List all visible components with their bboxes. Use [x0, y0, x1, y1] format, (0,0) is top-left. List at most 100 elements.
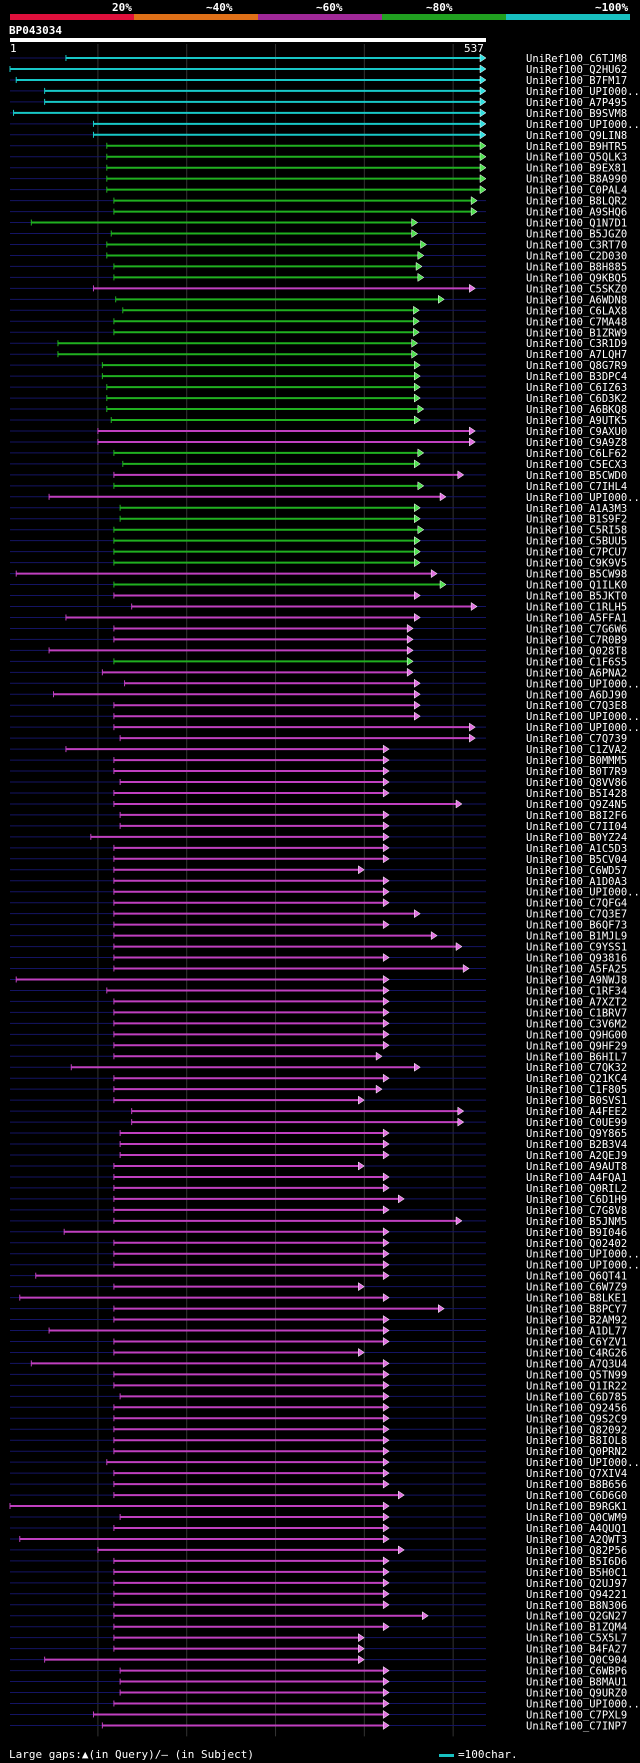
hit-label[interactable]: UniRef100_C7PCU7 [526, 547, 627, 559]
hit-label[interactable]: UniRef100_C6YZV1 [526, 1336, 627, 1348]
hit-row[interactable]: UniRef100_A6BKQ8 [10, 404, 627, 416]
hit-label[interactable]: UniRef100_C0UE99 [526, 1117, 627, 1129]
hit-row[interactable]: UniRef100_Q9URZ0 [10, 1688, 627, 1700]
hit-row[interactable]: UniRef100_B5JGZ0 [10, 229, 627, 241]
hit-label[interactable]: UniRef100_UPI000.. [526, 711, 640, 723]
hit-row[interactable]: UniRef100_B4FA27 [10, 1644, 627, 1656]
hit-row[interactable]: UniRef100_C7G6W6 [10, 623, 627, 635]
hit-label[interactable]: UniRef100_C7IHL4 [526, 481, 627, 493]
hit-row[interactable]: UniRef100_C1RF34 [10, 985, 627, 997]
hit-label[interactable]: UniRef100_C7R0B9 [526, 634, 627, 646]
hit-row[interactable]: UniRef100_UPI000.. [10, 86, 640, 98]
hit-label[interactable]: UniRef100_Q8VV86 [526, 777, 627, 789]
hit-row[interactable]: UniRef100_Q1IR22 [10, 1380, 627, 1392]
hit-row[interactable]: UniRef100_C7INP7 [10, 1720, 627, 1732]
hit-label[interactable]: UniRef100_A9NWJ8 [526, 974, 627, 986]
hit-label[interactable]: UniRef100_C7QK32 [526, 1062, 627, 1074]
hit-row[interactable]: UniRef100_C0UE99 [10, 1117, 627, 1129]
hit-label[interactable]: UniRef100_B8I2F6 [526, 810, 627, 822]
hit-label[interactable]: UniRef100_B5CWD0 [526, 470, 627, 482]
hit-row[interactable]: UniRef100_UPI000.. [10, 492, 640, 504]
hit-label[interactable]: UniRef100_A6PNA2 [526, 667, 627, 679]
hit-row[interactable]: UniRef100_Q1ILK0 [10, 580, 627, 592]
hit-label[interactable]: UniRef100_Q9Y865 [526, 1128, 627, 1140]
hit-label[interactable]: UniRef100_B1S9F2 [526, 514, 627, 526]
hit-row[interactable]: UniRef100_C5X5L7 [10, 1633, 627, 1645]
hit-row[interactable]: UniRef100_B0MMM5 [10, 755, 627, 767]
hit-row[interactable]: UniRef100_C9A9Z8 [10, 437, 627, 449]
hit-label[interactable]: UniRef100_Q82P56 [526, 1545, 627, 1557]
hit-row[interactable]: UniRef100_C5SKZ0 [10, 283, 627, 295]
hit-row[interactable]: UniRef100_B5JKT0 [10, 591, 627, 603]
hit-row[interactable]: UniRef100_UPI000.. [10, 722, 640, 734]
hit-label[interactable]: UniRef100_C1ZVA2 [526, 744, 627, 756]
hit-row[interactable]: UniRef100_B6QF73 [10, 920, 627, 932]
hit-label[interactable]: UniRef100_UPI000.. [526, 119, 640, 131]
hit-row[interactable]: UniRef100_Q6QT41 [10, 1271, 627, 1283]
hit-label[interactable]: UniRef100_C9AXU0 [526, 426, 627, 438]
hit-row[interactable]: UniRef100_C5BUU5 [10, 536, 627, 548]
hit-label[interactable]: UniRef100_B0SVS1 [526, 1095, 627, 1107]
hit-label[interactable]: UniRef100_UPI000.. [526, 678, 640, 690]
hit-row[interactable]: UniRef100_B0YZ24 [10, 832, 627, 844]
hit-label[interactable]: UniRef100_Q9KBQ5 [526, 272, 627, 284]
hit-row[interactable]: UniRef100_C3V6M2 [10, 1018, 627, 1030]
hit-row[interactable]: UniRef100_C6TJM8 [10, 53, 627, 65]
hit-label[interactable]: UniRef100_Q7XIV4 [526, 1468, 627, 1480]
hit-row[interactable]: UniRef100_B9RGK1 [9, 1501, 627, 1513]
hit-label[interactable]: UniRef100_C6TJM8 [526, 53, 627, 65]
hit-row[interactable]: UniRef100_Q9Z4N5 [10, 799, 627, 811]
hit-row[interactable]: UniRef100_C6D785 [10, 1391, 627, 1403]
hit-label[interactable]: UniRef100_C6D1H9 [526, 1194, 627, 1206]
hit-label[interactable]: UniRef100_C6IZ63 [526, 382, 627, 394]
hit-row[interactable]: UniRef100_C6IZ63 [10, 382, 627, 394]
hit-row[interactable]: UniRef100_C0PAL4 [10, 185, 627, 197]
hit-row[interactable]: UniRef100_B5I428 [10, 788, 627, 800]
hit-label[interactable]: UniRef100_UPI000.. [526, 722, 640, 734]
hit-row[interactable]: UniRef100_A2QEJ9 [10, 1150, 627, 1162]
hit-label[interactable]: UniRef100_Q6QT41 [526, 1271, 627, 1283]
hit-label[interactable]: UniRef100_B5I428 [526, 788, 627, 800]
hit-row[interactable]: UniRef100_C7QK32 [10, 1062, 627, 1074]
hit-row[interactable]: UniRef100_A9NWJ8 [10, 974, 627, 986]
hit-label[interactable]: UniRef100_A7P495 [526, 97, 627, 109]
hit-row[interactable]: UniRef100_C7MA48 [10, 316, 627, 328]
hit-row[interactable]: UniRef100_C6W7Z9 [10, 1282, 627, 1294]
hit-row[interactable]: UniRef100_B8B656 [10, 1479, 627, 1491]
hit-label[interactable]: UniRef100_B9I046 [526, 1227, 627, 1239]
hit-row[interactable]: UniRef100_C3R1D9 [10, 338, 627, 350]
hit-label[interactable]: UniRef100_B8B656 [526, 1479, 627, 1491]
hit-label[interactable]: UniRef100_B1ZRW9 [526, 327, 627, 339]
hit-row[interactable]: UniRef100_C9YSS1 [10, 942, 627, 954]
hit-row[interactable]: UniRef100_Q5QLK3 [10, 152, 627, 164]
hit-row[interactable]: UniRef100_A9AUT8 [10, 1161, 627, 1173]
hit-label[interactable]: UniRef100_B9EX81 [526, 163, 627, 175]
hit-label[interactable]: UniRef100_B1ZQM4 [526, 1622, 627, 1634]
hit-label[interactable]: UniRef100_A7LQH7 [526, 349, 627, 361]
hit-label[interactable]: UniRef100_B8LKE1 [526, 1293, 627, 1305]
hit-row[interactable]: UniRef100_Q0PRN2 [10, 1446, 627, 1458]
hit-row[interactable]: UniRef100_UPI000.. [10, 1699, 640, 1711]
hit-label[interactable]: UniRef100_A2QEJ9 [526, 1150, 627, 1162]
hit-row[interactable]: UniRef100_C3RT70 [10, 239, 627, 251]
hit-label[interactable]: UniRef100_B2B3V4 [526, 1139, 627, 1151]
hit-row[interactable]: UniRef100_A9UTK5 [10, 415, 627, 427]
hit-row[interactable]: UniRef100_C4RG26 [10, 1347, 627, 1359]
hit-row[interactable]: UniRef100_Q93816 [10, 953, 627, 965]
hit-label[interactable]: UniRef100_C7INP7 [526, 1720, 627, 1732]
hit-label[interactable]: UniRef100_Q9Z4N5 [526, 799, 627, 811]
hit-label[interactable]: UniRef100_C7MA48 [526, 316, 627, 328]
hit-row[interactable]: UniRef100_A7LQH7 [10, 349, 627, 361]
hit-row[interactable]: UniRef100_UPI000.. [10, 711, 640, 723]
hit-row[interactable]: UniRef100_Q94221 [10, 1589, 627, 1601]
hit-row[interactable]: UniRef100_B1MJL9 [10, 931, 627, 943]
hit-row[interactable]: UniRef100_A4FEE2 [10, 1106, 627, 1118]
hit-row[interactable]: UniRef100_Q2HU62 [9, 64, 627, 76]
hit-row[interactable]: UniRef100_C1BRV7 [10, 1007, 627, 1019]
hit-row[interactable]: UniRef100_C7Q3E7 [10, 909, 627, 921]
hit-label[interactable]: UniRef100_Q0C904 [526, 1655, 627, 1667]
hit-label[interactable]: UniRef100_B9RGK1 [526, 1501, 627, 1513]
hit-label[interactable]: UniRef100_C6D3K2 [526, 393, 627, 405]
hit-label[interactable]: UniRef100_Q02402 [526, 1238, 627, 1250]
hit-label[interactable]: UniRef100_C3R1D9 [526, 338, 627, 350]
